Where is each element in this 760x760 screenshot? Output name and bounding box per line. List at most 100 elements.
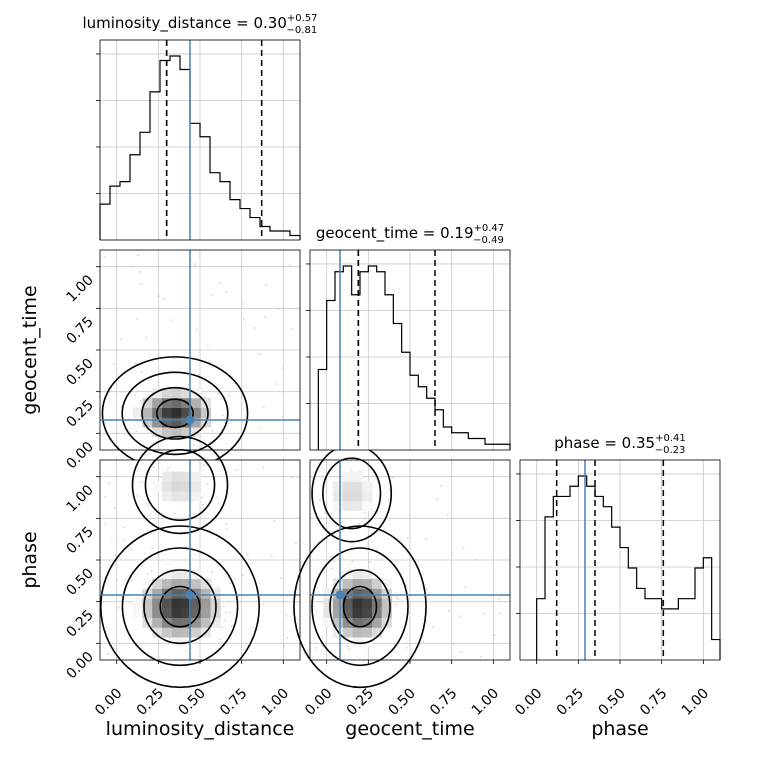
scatter-point: [225, 522, 228, 525]
panel-frame: [99, 39, 301, 241]
scatter-point: [331, 567, 334, 570]
scatter-point: [136, 254, 139, 257]
histogram-panel-geocent_time: geocent_time = 0.19+0.47 −0.49: [306, 223, 511, 451]
truth-marker: [185, 590, 195, 600]
density-bin: [362, 481, 373, 492]
scatter-point: [223, 605, 226, 608]
density-bin: [200, 578, 212, 589]
scatter-point: [285, 437, 288, 440]
scatter-point: [459, 615, 462, 618]
density-bin: [161, 568, 173, 580]
panel-frame: [309, 249, 511, 451]
density-bin: [181, 607, 192, 618]
density-bin: [333, 607, 344, 618]
density-bin: [352, 598, 363, 609]
scatter-point: [135, 430, 138, 433]
scatter-point: [107, 653, 110, 656]
density-bin: [352, 588, 363, 599]
scatter-point: [242, 302, 245, 305]
scatter-point: [463, 586, 466, 589]
density-bin: [132, 407, 143, 418]
scatter-point: [264, 316, 267, 319]
title-main: luminosity_distance = 0.30: [82, 14, 286, 33]
x-axis-label-geocent_time: geocent_time: [345, 718, 474, 740]
density-bin: [371, 607, 383, 618]
density-bin: [342, 568, 353, 580]
scatter-point: [218, 501, 221, 504]
scatter-point: [173, 512, 176, 515]
density-bin: [152, 617, 163, 628]
density-bin: [171, 407, 182, 418]
density-bin: [352, 636, 363, 648]
density-bin: [323, 588, 334, 599]
scatter-point: [210, 294, 213, 297]
scatter-point: [243, 318, 246, 321]
density-bin: [191, 627, 202, 638]
density-bin: [333, 500, 344, 512]
scatter-point: [358, 522, 361, 525]
scatter-point: [201, 392, 204, 395]
density-bin: [181, 481, 192, 492]
density-bin: [181, 578, 192, 589]
density-bin: [181, 568, 192, 580]
scatter-point: [170, 319, 173, 322]
density-bin: [142, 598, 153, 609]
scatter-point: [325, 538, 328, 541]
density-bin: [152, 588, 163, 599]
density-bin: [161, 481, 173, 492]
scatter-point: [185, 650, 188, 653]
contour-line: [311, 547, 409, 667]
density-bin: [142, 578, 153, 589]
title-lower-error: −0.23: [655, 445, 686, 456]
title-upper-error: +0.57: [287, 13, 318, 24]
histogram-step: [317, 265, 511, 450]
density-bin: [132, 598, 143, 609]
scatter-point: [157, 295, 160, 298]
contour-line: [121, 371, 229, 456]
scatter-point: [193, 444, 196, 447]
scatter-point: [194, 263, 197, 266]
density-bin: [191, 588, 202, 599]
density-bin: [161, 388, 173, 399]
title-lower-error: −0.81: [287, 25, 318, 36]
density-bin: [191, 407, 202, 418]
scatter-point: [498, 598, 501, 601]
histogram-step: [99, 55, 301, 240]
scatter-point: [224, 290, 227, 293]
density-bin: [161, 588, 173, 599]
scatter-point: [276, 308, 279, 311]
scatter-point: [289, 264, 292, 267]
density-bin: [161, 426, 173, 438]
scatter-point: [150, 569, 153, 572]
scatter-point: [246, 553, 249, 556]
density-bin: [333, 617, 344, 628]
scatter-point: [217, 392, 220, 395]
contour-line: [159, 585, 201, 628]
density-bin: [381, 588, 392, 599]
scatter-point: [364, 511, 367, 514]
scatter-point: [286, 636, 289, 639]
contour-line: [141, 386, 209, 440]
scatter-point: [138, 271, 141, 274]
density-bin: [142, 397, 153, 408]
panel-geocent_time-vs-phase: [293, 444, 511, 689]
contour-line: [143, 569, 217, 645]
density-bin: [171, 481, 182, 492]
scatter-point: [215, 496, 218, 499]
contour-line: [329, 569, 391, 645]
density-bin: [152, 627, 163, 638]
scatter-point: [139, 283, 142, 286]
density-bin: [171, 607, 182, 618]
scatter-point: [387, 499, 390, 502]
scatter-point: [408, 514, 411, 517]
density-bin: [171, 397, 182, 408]
scatter-point: [273, 519, 276, 522]
scatter-point: [350, 469, 353, 472]
contour-line: [293, 525, 427, 689]
scatter-point: [134, 362, 137, 365]
title-lower-error: −0.49: [473, 235, 504, 246]
scatter-point: [405, 646, 408, 649]
scatter-point: [225, 611, 228, 614]
scatter-point: [450, 553, 453, 556]
scatter-point: [166, 468, 169, 471]
